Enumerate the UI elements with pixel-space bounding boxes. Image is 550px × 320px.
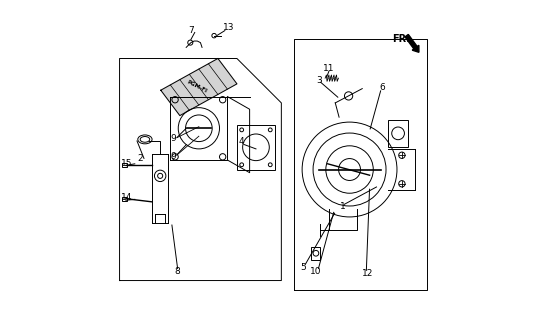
Text: 10: 10	[310, 267, 321, 276]
Text: 3: 3	[316, 76, 322, 84]
FancyArrow shape	[405, 35, 419, 52]
Bar	[122, 164, 127, 167]
Text: 8: 8	[175, 267, 180, 276]
Text: 13: 13	[223, 23, 234, 32]
Text: 4: 4	[238, 137, 244, 146]
Text: 1: 1	[340, 203, 346, 212]
Bar	[388, 120, 408, 147]
Text: 2: 2	[138, 154, 143, 163]
Text: 9: 9	[170, 134, 177, 143]
Text: 11: 11	[322, 64, 334, 73]
Bar	[122, 197, 127, 201]
Bar	[237, 125, 275, 170]
Polygon shape	[161, 59, 237, 116]
Text: 12: 12	[362, 269, 373, 278]
Text: 7: 7	[189, 26, 195, 35]
Text: 6: 6	[379, 83, 385, 92]
Bar	[311, 247, 320, 260]
Text: 9: 9	[170, 152, 177, 161]
Text: 5: 5	[300, 263, 306, 272]
Text: FR.: FR.	[392, 35, 410, 44]
Text: 15: 15	[121, 159, 133, 168]
Text: PGM-FI: PGM-FI	[186, 80, 208, 94]
Text: 14: 14	[121, 193, 133, 202]
